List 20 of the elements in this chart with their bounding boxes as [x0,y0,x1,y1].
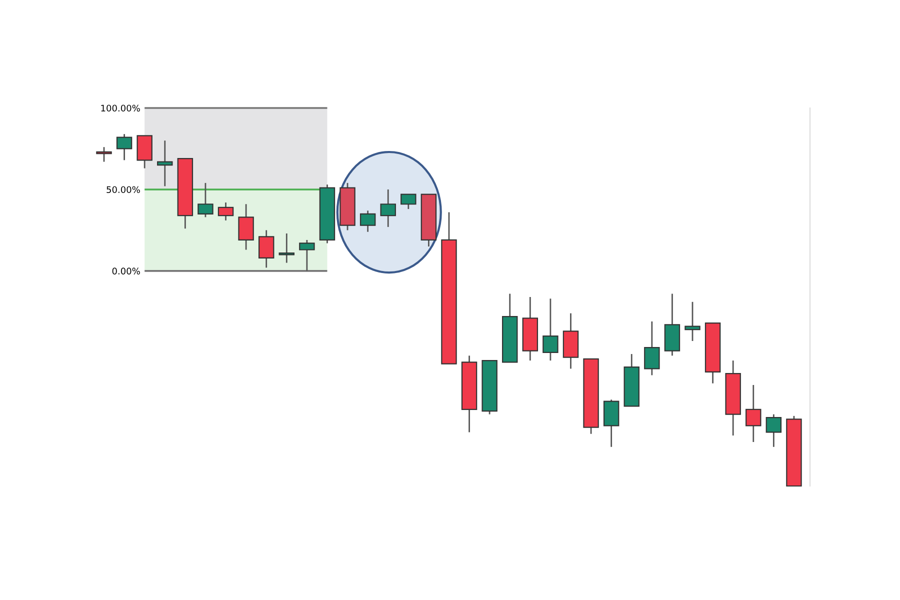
candlestick [380,188,396,228]
candlestick [198,182,214,218]
candlestick [218,202,234,222]
candlestick [238,203,254,250]
candlestick [360,210,376,233]
candlestick [96,146,112,162]
candlestick [278,232,294,264]
candlestick [684,301,700,342]
candlestick [299,239,315,272]
candlestick [644,320,660,376]
candlestick [157,140,173,187]
candlestick [542,298,558,362]
candlestick [746,384,762,443]
candlestick [400,194,416,210]
candlestick [258,230,274,268]
candlestick [766,414,782,448]
y-tick-label: 50.00% [106,186,140,194]
candlestick [116,133,132,161]
y-tick-label: 100.00% [101,104,140,112]
y-tick-label: 0.00% [112,268,140,274]
